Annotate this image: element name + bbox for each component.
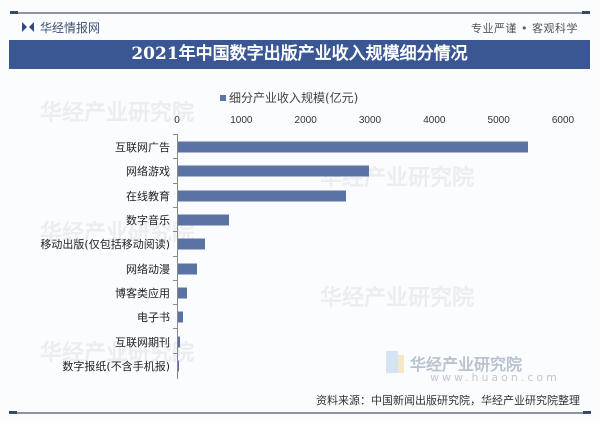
- y-tick-mark: [173, 328, 177, 330]
- top-divider: [10, 11, 590, 14]
- category-label: 数字报纸(不含手机报): [62, 359, 170, 373]
- slogan: 专业严谨 • 客观科学: [471, 22, 578, 35]
- y-tick-mark: [173, 158, 177, 160]
- category-label: 网络动漫: [126, 262, 170, 276]
- y-axis: [177, 134, 178, 379]
- watermark-url: www.huaon.com: [430, 371, 560, 384]
- y-tick-mark: [173, 304, 177, 306]
- brand-name: 华经情报网: [40, 21, 101, 35]
- y-tick-mark: [173, 255, 177, 257]
- watermark-logo-text: 华经产业研究院: [410, 355, 523, 374]
- brand: 华经情报网: [22, 19, 100, 36]
- watermark-text: 华经产业研究院: [40, 101, 195, 126]
- y-tick-mark: [173, 352, 177, 354]
- brand-logo-icon: [22, 22, 34, 33]
- bar: [178, 360, 179, 372]
- x-tick-label: 4000: [423, 115, 446, 126]
- bar: [178, 214, 229, 226]
- bar: [178, 287, 187, 299]
- category-label: 博客类应用: [115, 286, 170, 300]
- bar: [178, 165, 369, 177]
- bar: [178, 238, 205, 250]
- legend: 细分产业收入规模(亿元): [220, 89, 358, 106]
- category-label: 数字音乐: [126, 214, 170, 228]
- y-tick-mark: [173, 206, 177, 208]
- chart-title: 2021年中国数字出版产业收入规模细分情况: [9, 40, 590, 69]
- bar: [178, 311, 183, 323]
- x-tick-label: 3000: [358, 115, 382, 126]
- category-label: 网络游戏: [126, 165, 170, 179]
- bar: [178, 336, 180, 348]
- source-note: 资料来源：中国新闻出版研究院，华经产业研究院整理: [316, 394, 580, 407]
- category-label: 电子书: [137, 311, 170, 325]
- watermark-logo-icon: [398, 355, 404, 373]
- x-tick-label: 1000: [230, 115, 253, 126]
- category-label: 互联网广告: [115, 141, 170, 155]
- watermark-logo-icon: [386, 351, 398, 373]
- category-label: 在线教育: [126, 189, 170, 203]
- x-tick-label: 6000: [551, 115, 575, 126]
- bar: [178, 190, 346, 202]
- y-tick-mark: [173, 134, 177, 135]
- bottom-divider: [9, 411, 591, 414]
- x-tick-label: 5000: [487, 115, 510, 126]
- legend-label: 细分产业收入规模(亿元): [229, 91, 359, 105]
- x-tick-label: 0: [174, 115, 180, 126]
- bar: [178, 263, 198, 275]
- bar: [178, 141, 528, 153]
- x-tick-label: 2000: [294, 115, 317, 126]
- y-tick-mark: [173, 231, 177, 233]
- watermark-text: 华经产业研究院: [320, 286, 475, 311]
- legend-swatch-icon: [220, 94, 226, 101]
- y-tick-mark: [173, 279, 177, 281]
- category-label: 移动出版(仅包括移动阅读): [40, 238, 170, 252]
- y-tick-mark: [173, 182, 177, 184]
- category-label: 互联网期刊: [115, 335, 170, 349]
